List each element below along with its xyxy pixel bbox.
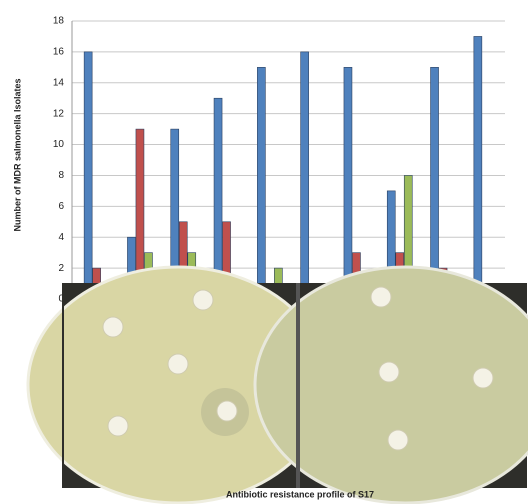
- bar: [257, 67, 265, 299]
- y-tick-label: 12: [53, 108, 65, 119]
- disc: [473, 368, 493, 388]
- y-tick-label: 18: [53, 16, 65, 27]
- photo-overlay: [28, 267, 528, 503]
- y-tick-label: 14: [53, 77, 65, 88]
- bar: [431, 67, 439, 299]
- caption: Antibiotic resistance profile of S17: [226, 489, 374, 499]
- y-tick-label: 2: [58, 263, 64, 274]
- photo-edge: [62, 283, 64, 488]
- y-axis-label: Number of MDR salmonella Isolates: [12, 78, 22, 231]
- bar: [301, 52, 309, 299]
- y-tick-label: 6: [58, 201, 64, 212]
- chart: 024681012141618 Number of MDR salmonella…: [0, 0, 528, 504]
- disc: [371, 287, 391, 307]
- disc: [108, 416, 128, 436]
- disc: [388, 430, 408, 450]
- disc: [217, 401, 237, 421]
- bar: [84, 52, 92, 299]
- bar: [474, 36, 482, 299]
- y-tick-label: 16: [53, 47, 65, 58]
- disc: [168, 354, 188, 374]
- disc: [193, 290, 213, 310]
- y-tick-label: 8: [58, 170, 64, 181]
- y-tick-label: 10: [53, 139, 65, 150]
- disc: [379, 362, 399, 382]
- y-tick-label: 4: [58, 232, 64, 243]
- bar: [214, 98, 222, 299]
- disc: [103, 317, 123, 337]
- page: 024681012141618 Number of MDR salmonella…: [0, 0, 528, 504]
- photo-divider: [296, 283, 300, 488]
- bar: [344, 67, 352, 299]
